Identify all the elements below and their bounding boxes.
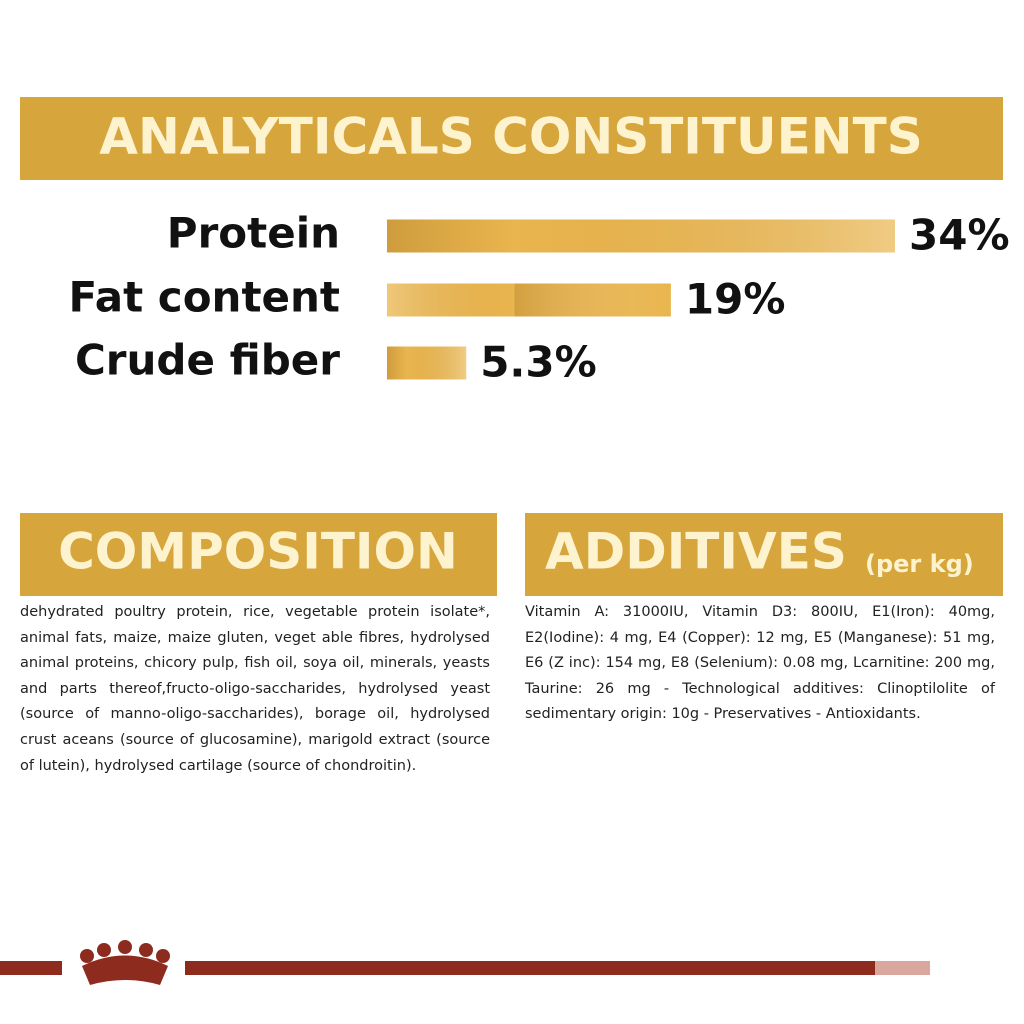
value-label: 19% <box>685 275 786 324</box>
value-label: 5.3% <box>480 338 596 387</box>
additives-title: ADDITIVES <box>545 523 847 581</box>
category-label: Protein <box>167 209 340 258</box>
title-band <box>20 97 1003 180</box>
category-label: Crude fiber <box>75 336 340 385</box>
composition-band <box>20 513 497 596</box>
bar <box>387 346 467 380</box>
footer <box>0 940 930 985</box>
additives-text: Vitamin A: 31000IU, Vitamin D3: 800IU, E… <box>525 604 995 723</box>
bar <box>387 219 895 253</box>
category-label: Fat content <box>69 273 340 322</box>
chart-title: ANALYTICALS CONSTITUENTS <box>99 108 923 166</box>
value-label: 34% <box>909 211 1010 260</box>
additives-band <box>525 513 1003 596</box>
composition-title: COMPOSITION <box>58 523 458 581</box>
bar <box>387 283 671 317</box>
composition-text: dehydrated poultry protein, rice, vegeta… <box>20 604 490 774</box>
additives-subtitle: (per kg) <box>865 550 974 578</box>
